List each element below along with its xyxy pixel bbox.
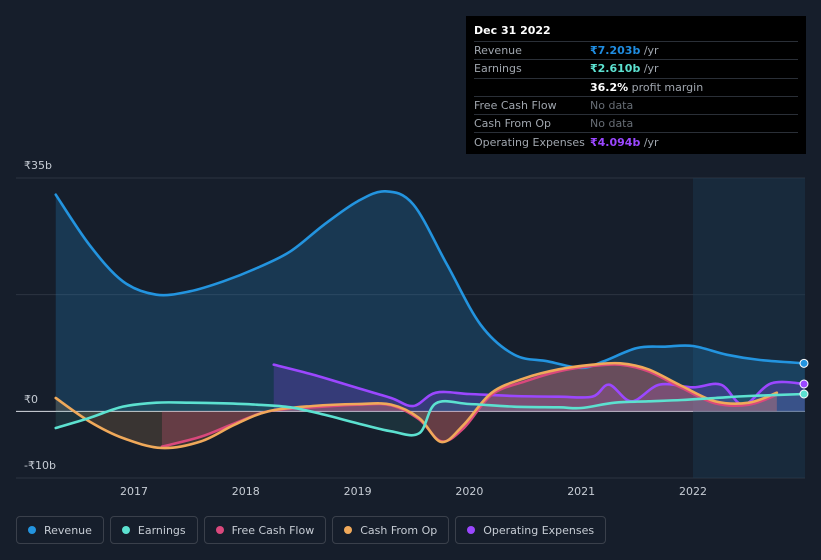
tooltip-row: Earnings ₹2.610b /yr — [474, 59, 798, 77]
legend-item-cash-from-op[interactable]: Cash From Op — [332, 516, 450, 544]
cash-from-op-line — [54, 361, 779, 450]
legend-label: Revenue — [44, 523, 92, 537]
legend-item-revenue[interactable]: Revenue — [16, 516, 104, 544]
tooltip-row-value: No data — [590, 117, 634, 131]
legend-dot-icon — [28, 526, 36, 534]
tooltip-row-label: Operating Expenses — [474, 135, 585, 149]
x-tick-label: 2019 — [344, 485, 372, 498]
y-tick-label: ₹35b — [24, 159, 52, 172]
forecast-highlight-band — [693, 178, 805, 478]
free-cash-flow-area — [161, 364, 777, 447]
tooltip-row-label: Earnings — [474, 62, 522, 76]
legend-item-operating-expenses[interactable]: Operating Expenses — [455, 516, 607, 544]
tooltip-row: Cash From Op No data — [474, 114, 798, 132]
x-tick-label: 2021 — [567, 485, 595, 498]
tooltip-row-label: Free Cash Flow — [474, 99, 557, 113]
revenue-end-marker — [799, 358, 809, 368]
x-axis-ticks: 2017 2018 2019 2020 2021 2022 — [120, 485, 707, 498]
legend-label: Earnings — [137, 523, 186, 537]
tooltip-row: 36.2% profit margin — [474, 77, 798, 96]
revenue-line — [54, 190, 807, 370]
legend-label: Free Cash Flow — [231, 523, 315, 537]
series-end-markers — [799, 358, 809, 399]
tooltip-row-value: ₹4.094b /yr — [590, 135, 659, 149]
tooltip-row: Free Cash Flow No data — [474, 95, 798, 114]
tooltip-row-value: ₹7.203b /yr — [590, 44, 659, 58]
x-tick-label: 2017 — [120, 485, 148, 498]
tooltip-row-label: Cash From Op — [474, 117, 552, 131]
legend-dot-icon — [344, 526, 353, 534]
legend-item-free-cash-flow[interactable]: Free Cash Flow — [203, 516, 327, 544]
tooltip-date: Dec 31 2022 — [474, 24, 551, 37]
legend-dot-icon — [215, 526, 224, 534]
earnings-end-marker — [799, 389, 809, 399]
x-tick-label: 2022 — [679, 485, 707, 498]
operating-expenses-line — [272, 363, 807, 408]
y-axis-ticks: ₹35b ₹0 -₹10b — [24, 159, 56, 472]
cash-from-op-area — [55, 363, 777, 449]
tooltip: Dec 31 2022 Revenue ₹7.203b /yr Earnings ₹2… — [466, 16, 806, 154]
series-lines — [54, 190, 807, 450]
revenue-area — [55, 191, 805, 412]
tooltip-row-value: ₹2.610b /yr — [590, 62, 659, 76]
x-tick-label: 2020 — [455, 485, 483, 498]
operating-expenses-end-marker — [799, 379, 809, 389]
x-tick-label: 2018 — [232, 485, 260, 498]
legend-dot-icon — [467, 526, 476, 534]
tooltip-row: Operating Expenses ₹4.094b /yr — [474, 132, 798, 150]
tooltip-row-value: No data — [590, 99, 634, 113]
legend-item-earnings[interactable]: Earnings — [109, 516, 198, 544]
tooltip-row-label: Revenue — [474, 44, 522, 58]
tooltip-row: Revenue ₹7.203b /yr — [474, 41, 798, 59]
legend-label: Cash From Op — [360, 523, 438, 537]
legend-dot-icon — [121, 526, 130, 534]
earnings-line — [54, 392, 807, 437]
legend: Revenue Earnings Free Cash Flow Cash From O… — [16, 516, 607, 546]
y-tick-label: -₹10b — [24, 459, 56, 472]
y-tick-label: ₹0 — [24, 393, 38, 406]
tooltip-row-value: 36.2% profit margin — [590, 80, 704, 94]
legend-label: Operating Expenses — [483, 523, 595, 537]
